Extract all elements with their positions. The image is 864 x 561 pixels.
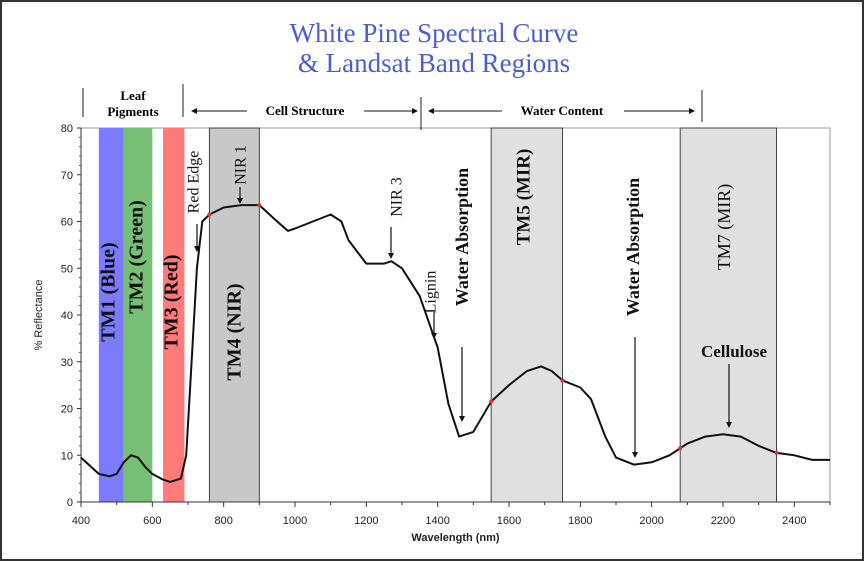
- x-tick-label: 1400: [425, 515, 449, 527]
- band-edge-marker: [257, 203, 262, 208]
- x-tick-label: 2200: [711, 515, 735, 527]
- band-2: [123, 128, 153, 502]
- region-label-cell-structure: Cell Structure: [266, 103, 345, 118]
- y-tick-label: 0: [67, 497, 73, 509]
- region-label-pigments: Pigments: [107, 104, 158, 119]
- x-tick-label: 2400: [782, 515, 806, 527]
- annotation-label: Water Absorption: [623, 178, 643, 316]
- x-tick-label: 1600: [497, 515, 521, 527]
- y-tick-label: 10: [61, 450, 73, 462]
- x-tick-label: 800: [214, 515, 232, 527]
- annotation-label: Water Absorption: [452, 168, 472, 306]
- annotation-label: NIR 3: [389, 177, 406, 217]
- annotation-label: Cellulose: [701, 342, 768, 361]
- arrow-head-icon: [428, 108, 434, 114]
- band-4: [208, 127, 260, 503]
- band-edge-marker: [560, 378, 565, 383]
- arrow-head-icon: [388, 253, 394, 259]
- y-tick-label: 50: [61, 263, 73, 275]
- band-edge-marker: [207, 212, 212, 217]
- x-tick-label: 600: [143, 515, 161, 527]
- band-edge-marker: [678, 446, 683, 451]
- region-label-leaf: Leaf: [120, 88, 146, 103]
- arrow-head-icon: [726, 422, 732, 428]
- region-label-water-content: Water Content: [521, 103, 604, 118]
- x-tick-label: 400: [72, 515, 90, 527]
- y-tick-label: 40: [61, 310, 73, 322]
- arrow-head-icon: [194, 246, 200, 252]
- annotation-label: Lignin: [423, 271, 440, 314]
- arrow-head-icon: [431, 333, 437, 339]
- y-tick-label: 80: [61, 123, 73, 135]
- arrow-head-icon: [632, 452, 638, 458]
- arrow-head-icon: [459, 416, 465, 422]
- band-label: TM5 (MIR): [513, 149, 534, 246]
- y-tick-label: 70: [61, 170, 73, 182]
- annotation-label: NIR 1: [233, 145, 250, 185]
- reflectance-curve: [80, 204, 830, 483]
- band-3: [163, 128, 185, 502]
- x-tick-label: 1000: [283, 515, 307, 527]
- band-5: [490, 127, 563, 503]
- band-label: TM2 (Green): [126, 200, 148, 314]
- chart-title-line1: White Pine Spectral Curve: [289, 18, 579, 48]
- arrow-head-icon: [237, 198, 243, 204]
- band-label: TM1 (Blue): [98, 242, 120, 341]
- band-label: TM7 (MIR): [714, 184, 735, 271]
- y-tick-label: 20: [61, 404, 73, 416]
- band-label: TM3 (Red): [161, 255, 183, 350]
- x-tick-label: 1800: [568, 515, 592, 527]
- annotation-label: Red Edge: [186, 151, 203, 214]
- x-axis-label: Wavelength (nm): [411, 532, 500, 544]
- arrow-head-icon: [689, 108, 695, 114]
- band-edge-marker: [489, 399, 494, 404]
- y-tick-label: 60: [61, 217, 73, 229]
- arrow-head-icon: [412, 108, 418, 114]
- band-label: TM4 (NIR): [224, 283, 246, 380]
- x-tick-label: 1200: [354, 515, 378, 527]
- y-tick-label: 30: [61, 357, 73, 369]
- chart-title-line2: & Landsat Band Regions: [297, 48, 571, 78]
- band-edge-marker: [774, 450, 779, 455]
- arrow-head-icon: [191, 108, 197, 114]
- x-tick-label: 2000: [639, 515, 663, 527]
- band-1: [98, 128, 124, 502]
- y-axis-label: % Reflectance: [33, 280, 45, 351]
